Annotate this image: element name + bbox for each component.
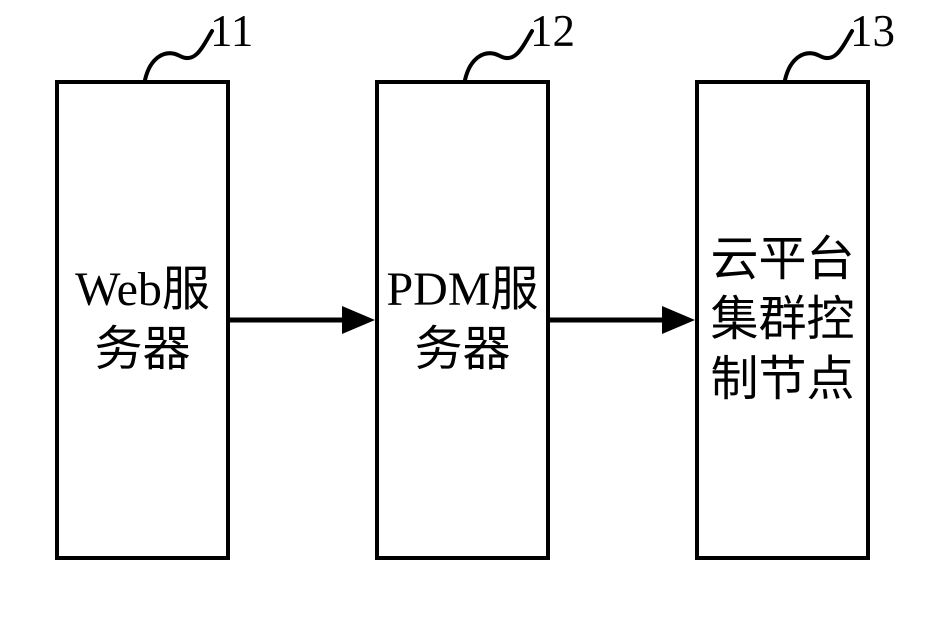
arrow-pdm-to-cloud: [550, 300, 695, 340]
box-web-server: Web服务器: [55, 80, 230, 560]
squiggle-11: [140, 28, 220, 83]
arrow-web-to-pdm: [230, 300, 375, 340]
box-pdm-server: PDM服务器: [375, 80, 550, 560]
box-cloud-cluster-control-node: 云平台集群控制节点: [695, 80, 870, 560]
squiggle-12: [460, 28, 540, 83]
squiggle-13: [780, 28, 860, 83]
box-web-server-text: Web服务器: [59, 260, 226, 380]
box-pdm-server-text: PDM服务器: [379, 260, 546, 380]
box-cloud-cluster-control-node-text: 云平台集群控制节点: [711, 230, 855, 410]
